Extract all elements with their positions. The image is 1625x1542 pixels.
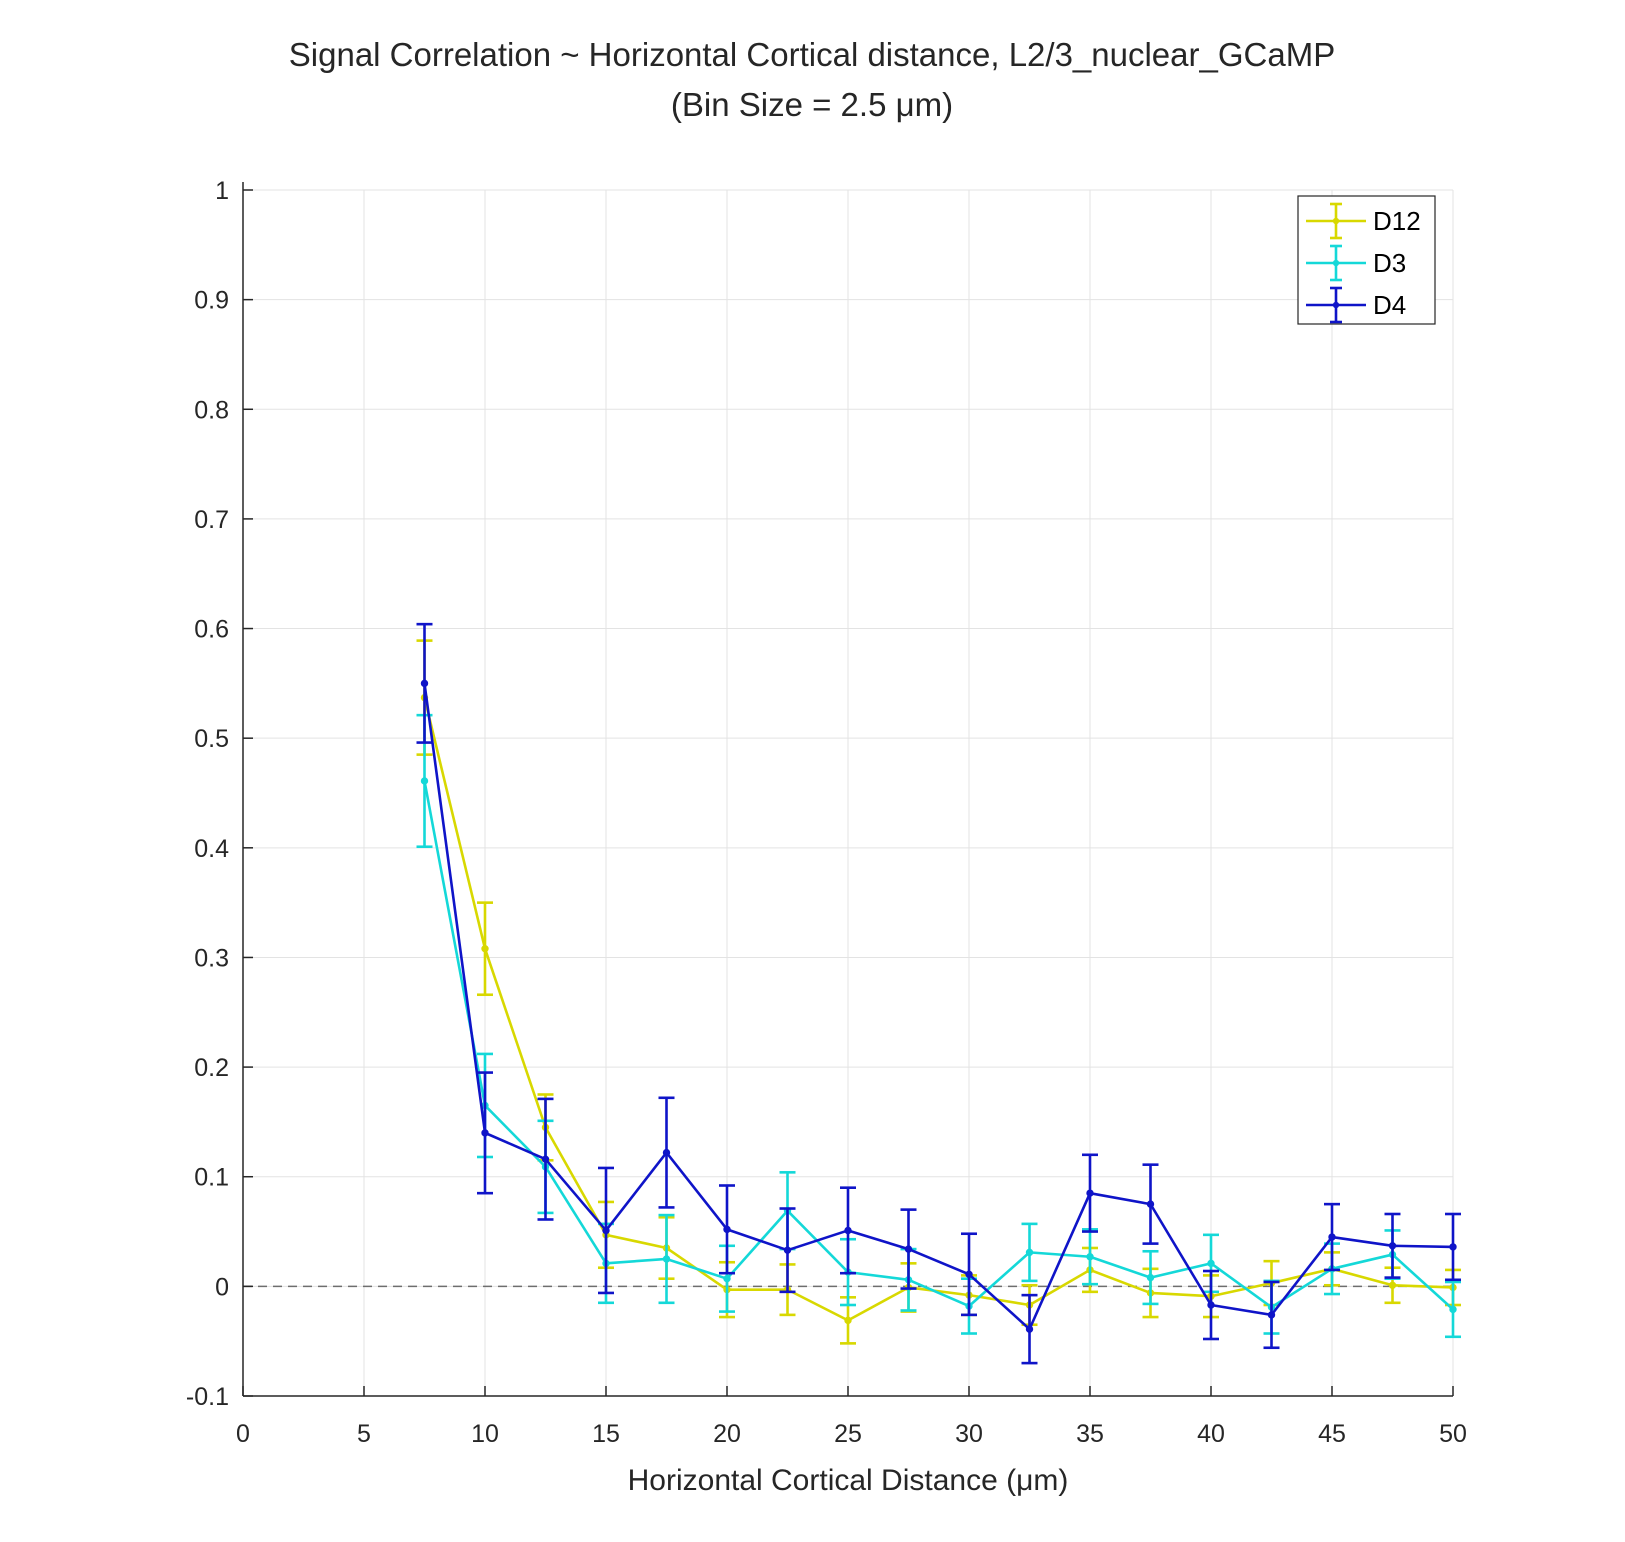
data-point xyxy=(662,1148,671,1157)
data-point xyxy=(602,1226,610,1235)
x-tick-label: 30 xyxy=(955,1420,983,1448)
legend-entry-d4: D4 xyxy=(1306,286,1406,324)
data-point xyxy=(1267,1311,1276,1319)
data-point xyxy=(904,1245,913,1253)
data-point xyxy=(1449,1305,1457,1314)
x-tick-label: 0 xyxy=(236,1420,250,1448)
chart-title: Signal Correlation ~ Horizontal Cortical… xyxy=(289,36,1335,73)
legend-label: D12 xyxy=(1373,206,1421,236)
data-point xyxy=(723,1225,731,1234)
y-tick-label: 0.4 xyxy=(194,835,229,863)
data-point xyxy=(1146,1200,1155,1208)
data-point xyxy=(1328,1233,1336,1241)
data-point xyxy=(723,1274,731,1283)
y-tick-label: -0.1 xyxy=(186,1383,229,1411)
x-tick-label: 20 xyxy=(713,1420,741,1448)
legend-entry-d3: D3 xyxy=(1306,244,1406,282)
y-axis-ticks: -0.1 0 0.1 0.2 0.3 0.4 0.5 0.6 0.7 0.8 0.9 1 xyxy=(186,177,253,1411)
data-point xyxy=(1086,1253,1094,1261)
x-tick-label: 50 xyxy=(1439,1420,1467,1448)
x-tick-label: 15 xyxy=(592,1420,620,1448)
data-point xyxy=(1449,1243,1457,1251)
series-line xyxy=(423,683,1454,1331)
data-point xyxy=(965,1270,973,1279)
legend-marker xyxy=(1332,217,1340,225)
y-tick-label: 0.6 xyxy=(194,616,229,644)
data-point xyxy=(1025,1248,1034,1257)
legend-label: D4 xyxy=(1373,290,1406,320)
data-point xyxy=(1388,1281,1397,1289)
y-tick-label: 0.8 xyxy=(194,396,229,424)
x-axis-ticks: 0 5 10 15 20 25 30 35 40 45 50 xyxy=(236,1386,1467,1448)
data-point xyxy=(1207,1301,1215,1309)
x-tick-label: 5 xyxy=(357,1420,371,1448)
data-point xyxy=(420,777,429,785)
legend-label: D3 xyxy=(1373,248,1406,278)
y-tick-label: 1 xyxy=(215,177,229,205)
data-point xyxy=(662,1255,671,1263)
series-layer xyxy=(416,622,1461,1365)
data-point xyxy=(844,1226,852,1235)
data-point xyxy=(481,1129,489,1137)
data-point xyxy=(481,944,489,953)
y-tick-label: 0.3 xyxy=(194,944,229,972)
data-point xyxy=(844,1316,852,1325)
data-point xyxy=(1086,1189,1094,1197)
series-d4 xyxy=(416,622,1461,1365)
data-point xyxy=(420,679,429,688)
y-tick-label: 0.2 xyxy=(194,1054,229,1082)
y-tick-label: 0.7 xyxy=(194,506,229,534)
x-tick-label: 25 xyxy=(834,1420,862,1448)
x-tick-label: 45 xyxy=(1318,1420,1346,1448)
data-point xyxy=(541,1155,550,1163)
legend-box xyxy=(1297,195,1436,325)
x-tick-label: 10 xyxy=(471,1420,499,1448)
y-tick-label: 0.5 xyxy=(194,725,229,753)
chart-subtitle: (Bin Size = 2.5 μm) xyxy=(671,86,953,123)
data-point xyxy=(1207,1259,1215,1268)
legend-entry-d12: D12 xyxy=(1306,202,1421,240)
data-point xyxy=(1146,1273,1155,1282)
data-point xyxy=(1388,1242,1397,1250)
x-axis-label: Horizontal Cortical Distance (μm) xyxy=(628,1464,1069,1497)
legend-marker xyxy=(1332,301,1340,309)
y-tick-label: 0.9 xyxy=(194,287,229,315)
data-point xyxy=(1025,1325,1034,1333)
legend: D12 D3 D4 xyxy=(1297,195,1436,325)
x-tick-label: 40 xyxy=(1197,1420,1225,1448)
y-tick-label: 0.1 xyxy=(194,1164,229,1192)
legend-marker xyxy=(1332,259,1340,267)
data-point xyxy=(783,1246,792,1254)
x-tick-label: 35 xyxy=(1076,1420,1104,1448)
y-tick-label: 0 xyxy=(215,1273,229,1301)
